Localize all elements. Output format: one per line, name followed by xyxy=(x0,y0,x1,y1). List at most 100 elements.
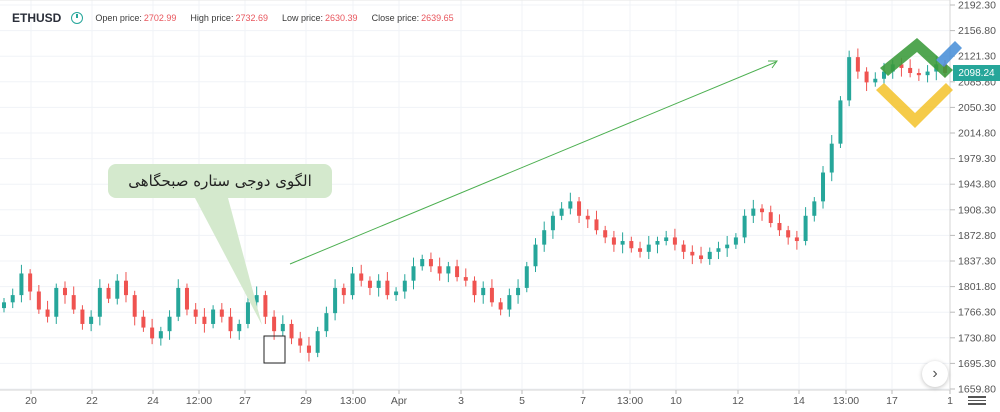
scroll-right-button[interactable]: › xyxy=(922,361,948,387)
candle-body xyxy=(725,244,730,249)
close-label: Close price: xyxy=(371,13,420,23)
x-tick-label: 22 xyxy=(86,395,98,407)
y-tick-label: 2156.80 xyxy=(958,25,996,37)
y-tick-label: 2192.30 xyxy=(958,0,996,12)
candle-body xyxy=(899,64,904,68)
candle-body xyxy=(150,327,155,339)
candle-body xyxy=(681,244,686,252)
open-label: Open price: xyxy=(95,13,142,23)
x-tick-label: 27 xyxy=(239,395,251,407)
candle-body xyxy=(132,295,137,317)
candle-body xyxy=(446,266,451,274)
x-tick-label: 24 xyxy=(147,395,159,407)
candle-body xyxy=(428,259,433,267)
candle-body xyxy=(123,280,128,296)
candle-body xyxy=(385,280,390,296)
candle-body xyxy=(202,316,207,324)
y-tick-label: 1695.30 xyxy=(958,358,996,370)
x-tick-label: 13:00 xyxy=(340,395,366,407)
last-price-tag: 2098.24 xyxy=(953,65,1000,81)
candle-body xyxy=(455,266,460,278)
gridlines xyxy=(0,0,951,390)
candle-body xyxy=(36,291,41,310)
x-tick-label: 7 xyxy=(580,395,586,407)
candle-body xyxy=(524,266,529,288)
x-tick-label: 5 xyxy=(519,395,525,407)
candle-body xyxy=(742,215,747,238)
candle-body xyxy=(306,345,311,353)
candle-body xyxy=(411,266,416,281)
symbol-label: ETHUSD xyxy=(12,11,62,25)
candle-body xyxy=(359,273,364,281)
candle-body xyxy=(141,316,146,328)
candle-body xyxy=(237,323,242,332)
candle-body xyxy=(838,100,843,144)
candle-body xyxy=(507,295,512,310)
candle-body xyxy=(19,273,24,296)
candle-body xyxy=(420,259,425,267)
candle-body xyxy=(611,237,616,245)
candle-body xyxy=(106,287,111,299)
y-tick-label: 1872.80 xyxy=(958,230,996,242)
candle-body xyxy=(925,71,930,76)
candle-body xyxy=(638,248,643,252)
candle-body xyxy=(245,302,250,324)
candle-body xyxy=(176,287,181,317)
y-tick-label: 1943.80 xyxy=(958,179,996,191)
candle-body xyxy=(193,309,198,317)
candle-body xyxy=(812,201,817,216)
candle-body xyxy=(481,287,486,296)
candle-body xyxy=(80,309,85,324)
y-tick-label: 1908.30 xyxy=(958,204,996,216)
time-axis: 20 22 24 12:00 27 29 13:00 Apr 3 5 7 13:00 10 12 14 13:… xyxy=(25,390,953,407)
x-tick-label: 20 xyxy=(25,395,37,407)
candle-body xyxy=(908,67,913,74)
open-value: 2702.99 xyxy=(143,13,177,23)
high-label: High price: xyxy=(190,13,234,23)
x-tick-label: 14 xyxy=(793,395,805,407)
candle-body xyxy=(367,280,372,288)
menu-icon[interactable] xyxy=(968,394,986,406)
candle-body xyxy=(263,295,268,317)
candle-body xyxy=(559,208,564,216)
candle-body xyxy=(341,287,346,296)
candle-body xyxy=(542,230,547,245)
candle-body xyxy=(394,291,399,296)
candle-body xyxy=(777,222,782,231)
candle-body xyxy=(855,57,860,72)
price-axis: 2192.302156.802121.302085.802050.302014.… xyxy=(950,0,996,396)
clock-icon[interactable] xyxy=(71,12,84,24)
candle-body xyxy=(707,251,712,260)
candle-body xyxy=(577,201,582,216)
y-tick-label: 2121.30 xyxy=(958,51,996,63)
x-tick-label: 13:00 xyxy=(833,395,859,407)
candle-body xyxy=(550,215,555,231)
candle-body xyxy=(821,172,826,202)
candle-body xyxy=(28,273,33,292)
candle-body xyxy=(402,280,407,292)
candle-body xyxy=(568,201,573,209)
candle-body xyxy=(184,287,189,310)
candle-body xyxy=(376,280,381,288)
candle-body xyxy=(280,323,285,332)
candle-body xyxy=(655,241,660,245)
candle-body xyxy=(690,251,695,256)
candle-body xyxy=(629,241,634,249)
candle-body xyxy=(62,287,67,296)
x-tick-label: 17 xyxy=(886,395,898,407)
candle-body xyxy=(873,78,878,83)
y-tick-label: 1801.80 xyxy=(958,281,996,293)
candle-body xyxy=(699,255,704,260)
candle-body xyxy=(864,71,869,83)
candle-body xyxy=(437,266,442,274)
candle-body xyxy=(672,237,677,245)
candle-body xyxy=(89,316,94,324)
pattern-highlight-box xyxy=(263,335,286,364)
candle-body xyxy=(916,73,921,76)
candle-body xyxy=(211,309,216,324)
y-tick-label: 1837.30 xyxy=(958,256,996,268)
candle-body xyxy=(751,208,756,216)
candle-body xyxy=(882,71,887,79)
candle-body xyxy=(594,219,599,231)
trend-arrow xyxy=(289,61,777,265)
